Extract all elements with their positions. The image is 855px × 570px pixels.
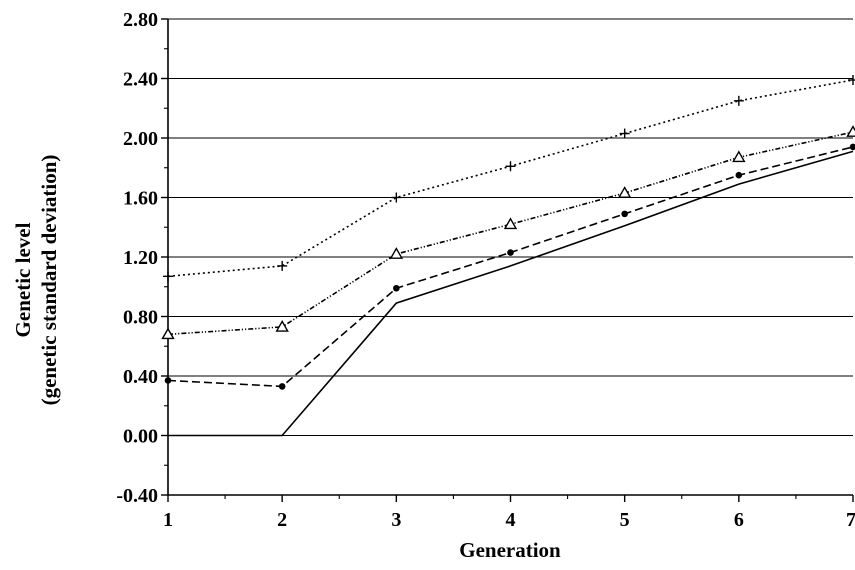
- data-point-plus: [163, 271, 173, 281]
- data-point-triangle: [733, 152, 744, 162]
- data-point-plus: [734, 96, 744, 106]
- y-tick-label: 2.00: [123, 128, 158, 150]
- y-tick-label: 2.80: [123, 9, 158, 31]
- tick-labels: -0.40 0.00 0.40 0.80 1.20 1.60 2.00 2.40 2.80 1 2 3…: [116, 9, 855, 531]
- x-tick-label: 2: [277, 509, 287, 531]
- data-point-plus: [391, 193, 401, 203]
- y-axis-title-line2: (genetic standard deviation): [37, 155, 61, 406]
- x-axis-title: Generation: [459, 538, 561, 562]
- series-lines: [168, 80, 853, 436]
- y-tick-label: 0.80: [123, 307, 158, 329]
- data-point-dot: [393, 285, 400, 292]
- data-point-plus: [848, 75, 855, 85]
- x-tick-label: 6: [734, 509, 744, 531]
- data-point-plus: [506, 161, 516, 171]
- x-tick-label: 4: [506, 509, 516, 531]
- data-point-dot: [850, 144, 855, 151]
- y-axis-title-line1: Genetic level: [11, 222, 35, 337]
- data-point-triangle: [277, 321, 288, 331]
- data-point-dot: [621, 211, 628, 218]
- y-tick-label: 0.00: [123, 426, 158, 448]
- data-point-dot: [736, 172, 743, 179]
- data-point-dot: [165, 377, 172, 384]
- data-point-dot: [279, 383, 286, 390]
- series-line-4: [168, 80, 853, 276]
- y-tick-label: -0.40: [116, 485, 158, 507]
- data-point-dot: [507, 249, 514, 256]
- x-tick-label: 7: [846, 509, 855, 531]
- axes: [161, 19, 853, 502]
- y-tick-label: 1.60: [123, 188, 158, 210]
- data-point-plus: [620, 129, 630, 139]
- data-point-triangle: [505, 219, 516, 229]
- x-tick-label: 3: [391, 509, 401, 531]
- y-tick-label: 0.40: [123, 366, 158, 388]
- data-point-triangle: [391, 249, 402, 259]
- y-tick-label: 2.40: [123, 69, 158, 91]
- x-tick-label: 5: [620, 509, 630, 531]
- y-tick-label: 1.20: [123, 247, 158, 269]
- series-line-1: [168, 151, 853, 435]
- data-point-plus: [277, 261, 287, 271]
- x-tick-label: 1: [163, 509, 173, 531]
- series-markers: [163, 75, 855, 390]
- data-point-triangle: [848, 127, 855, 137]
